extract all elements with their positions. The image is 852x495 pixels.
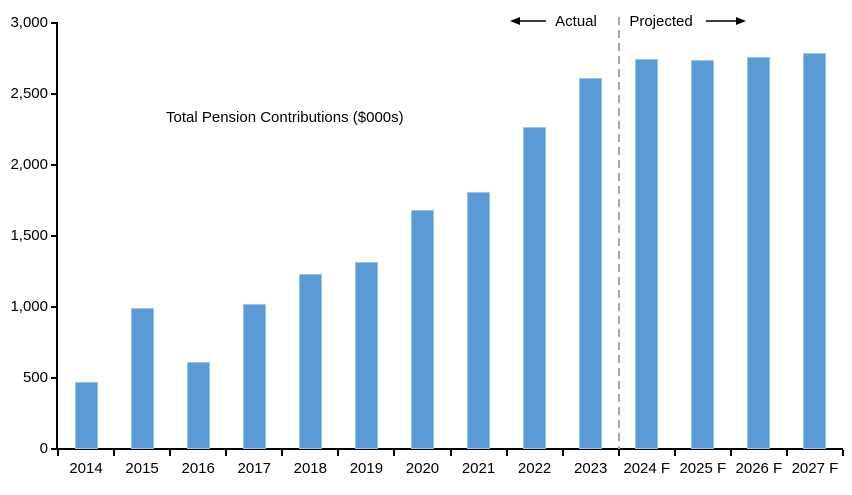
bar-2017 (242, 304, 266, 449)
legend: Total Pension Contributions ($000s) (149, 109, 404, 126)
bar-2024-f (635, 58, 659, 449)
x-tick-label: 2018 (293, 460, 327, 477)
x-tick-mark (785, 450, 788, 456)
legend-swatch-icon (149, 112, 160, 123)
y-tick-mark (51, 235, 57, 237)
x-tick-label: 2025 F (679, 460, 727, 477)
bar-2025-f (691, 59, 715, 449)
y-tick-label: 500 (22, 369, 48, 386)
y-tick-label: 2,000 (10, 156, 48, 173)
x-tick-mark (281, 450, 284, 456)
y-tick-mark (51, 22, 57, 24)
right-arrow-icon (706, 17, 746, 25)
bar-2027-f (803, 52, 827, 449)
x-tick-mark (505, 450, 508, 456)
y-tick-mark (51, 164, 57, 166)
bar-2023 (579, 78, 603, 449)
bar-2018 (298, 273, 322, 449)
x-tick-mark (393, 450, 396, 456)
x-tick-label: 2026 F (735, 460, 783, 477)
y-tick-label: 2,500 (10, 85, 48, 102)
x-tick-mark (449, 450, 452, 456)
x-tick-mark (673, 450, 676, 456)
bar-2016 (186, 362, 210, 449)
x-tick-mark (169, 450, 172, 456)
bar-2026-f (747, 57, 771, 449)
x-tick-mark (842, 450, 844, 456)
y-tick-label: 3,000 (10, 14, 48, 31)
bar-2021 (467, 191, 491, 449)
bar-2022 (523, 126, 547, 449)
x-tick-mark (617, 450, 620, 456)
bar-2014 (74, 382, 98, 449)
x-tick-mark (729, 450, 732, 456)
x-axis-line (56, 448, 843, 450)
y-tick-mark (51, 306, 57, 308)
x-tick-label: 2015 (125, 460, 159, 477)
y-tick-label: 1,000 (10, 298, 48, 315)
x-tick-label: 2017 (237, 460, 271, 477)
x-tick-label: 2027 F (791, 460, 839, 477)
legend-label: Total Pension Contributions ($000s) (166, 109, 404, 126)
y-tick-label: 0 (39, 440, 48, 457)
actual-label: Actual (555, 13, 597, 30)
left-arrow-icon (510, 17, 546, 25)
x-tick-mark (113, 450, 116, 456)
y-axis-line (56, 22, 58, 450)
x-tick-label: 2014 (69, 460, 103, 477)
x-tick-label: 2021 (461, 460, 496, 477)
x-tick-mark (561, 450, 564, 456)
x-tick-label: 2024 F (623, 460, 671, 477)
y-tick-mark (51, 377, 57, 379)
bar-2015 (130, 308, 154, 449)
y-tick-mark (51, 448, 57, 450)
y-tick-label: 1,500 (10, 227, 48, 244)
x-tick-label: 2016 (181, 460, 215, 477)
y-tick-mark (51, 93, 57, 95)
bar-2019 (354, 261, 378, 449)
x-tick-mark (225, 450, 228, 456)
x-tick-mark (57, 450, 59, 456)
x-tick-label: 2022 (517, 460, 552, 477)
x-tick-label: 2023 (573, 460, 608, 477)
actual-projected-divider-line (617, 17, 620, 449)
projected-label: Projected (629, 13, 693, 30)
bar-2020 (410, 209, 434, 449)
x-tick-mark (337, 450, 340, 456)
x-tick-label: 2019 (349, 460, 384, 477)
x-tick-label: 2020 (405, 460, 440, 477)
